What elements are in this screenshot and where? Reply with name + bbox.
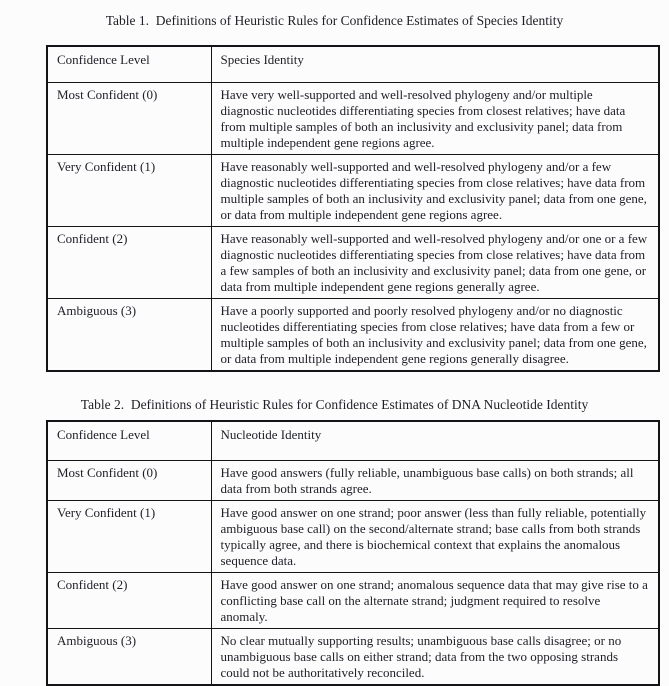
column-header-confidence-level: Confidence Level (47, 46, 211, 82)
column-header-species-identity: Species Identity (211, 46, 659, 82)
table-row: Very Confident (1) Have good answer on o… (47, 501, 659, 573)
definition-cell: Have very well-supported and well-resolv… (211, 82, 659, 154)
confidence-level-cell: Confident (2) (47, 226, 211, 298)
definition-cell: Have reasonably well-supported and well-… (211, 226, 659, 298)
table-2-title: Table 2. Definitions of Heuristic Rules … (0, 397, 669, 412)
table-2: Confidence Level Nucleotide Identity Mos… (46, 420, 660, 686)
table-row: Ambiguous (3) No clear mutually supporti… (47, 629, 659, 686)
definition-cell: Have good answer on one strand; anomalou… (211, 573, 659, 629)
definition-cell: Have good answers (fully reliable, unamb… (211, 461, 659, 501)
table-row: Confident (2) Have good answer on one st… (47, 573, 659, 629)
table-row: Most Confident (0) Have good answers (fu… (47, 461, 659, 501)
definition-cell: No clear mutually supporting results; un… (211, 629, 659, 686)
column-header-nucleotide-identity: Nucleotide Identity (211, 421, 659, 461)
table-row: Most Confident (0) Have very well-suppor… (47, 82, 659, 154)
table-2-header-row: Confidence Level Nucleotide Identity (47, 421, 659, 461)
confidence-level-cell: Ambiguous (3) (47, 629, 211, 686)
definition-cell: Have reasonably well-supported and well-… (211, 154, 659, 226)
confidence-level-cell: Most Confident (0) (47, 82, 211, 154)
table-1-title: Table 1. Definitions of Heuristic Rules … (0, 13, 669, 28)
confidence-level-cell: Most Confident (0) (47, 461, 211, 501)
confidence-level-cell: Very Confident (1) (47, 501, 211, 573)
definition-cell: Have good answer on one strand; poor ans… (211, 501, 659, 573)
confidence-level-cell: Very Confident (1) (47, 154, 211, 226)
definition-cell: Have a poorly supported and poorly resol… (211, 298, 659, 371)
confidence-level-cell: Ambiguous (3) (47, 298, 211, 371)
confidence-level-cell: Confident (2) (47, 573, 211, 629)
table-row: Confident (2) Have reasonably well-suppo… (47, 226, 659, 298)
table-1: Confidence Level Species Identity Most C… (46, 45, 660, 372)
column-header-confidence-level: Confidence Level (47, 421, 211, 461)
table-1-header-row: Confidence Level Species Identity (47, 46, 659, 82)
table-row: Ambiguous (3) Have a poorly supported an… (47, 298, 659, 371)
table-row: Very Confident (1) Have reasonably well-… (47, 154, 659, 226)
